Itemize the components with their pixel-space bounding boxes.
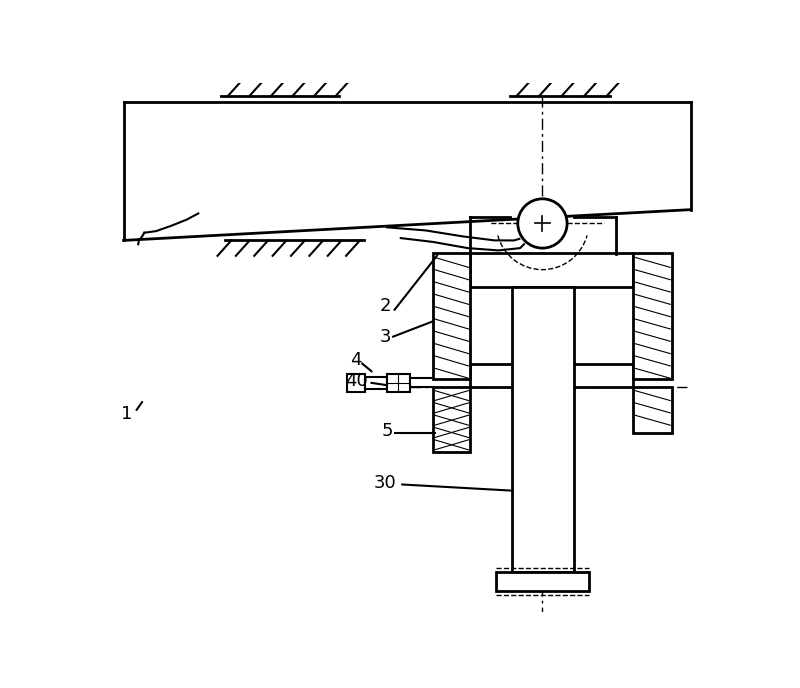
Bar — [433, 253, 470, 379]
Text: 40: 40 — [345, 372, 367, 390]
Circle shape — [518, 199, 567, 248]
Text: 3: 3 — [380, 327, 391, 345]
Bar — [366, 377, 387, 389]
Bar — [513, 287, 574, 572]
Bar — [387, 374, 410, 392]
Bar — [433, 387, 470, 452]
Text: 30: 30 — [374, 474, 396, 492]
Bar — [634, 253, 672, 379]
Text: 2: 2 — [380, 297, 391, 315]
Text: 1: 1 — [121, 405, 132, 422]
Bar — [496, 572, 590, 591]
Bar — [634, 387, 672, 433]
Bar — [470, 253, 634, 287]
Text: 5: 5 — [381, 422, 393, 440]
Text: 4: 4 — [350, 351, 362, 369]
Bar — [470, 364, 634, 387]
Bar — [347, 374, 366, 392]
